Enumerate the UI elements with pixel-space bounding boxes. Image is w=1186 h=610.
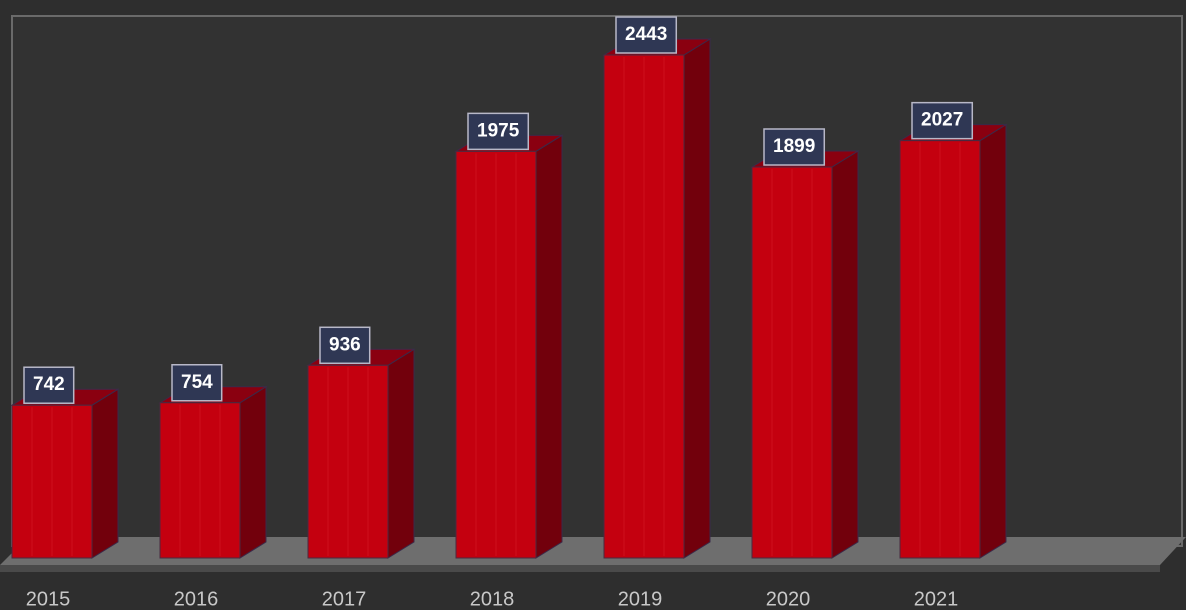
- bar-side: [979, 123, 1007, 559]
- value-label: 754: [181, 372, 213, 393]
- bar-side: [239, 385, 267, 559]
- value-label: 742: [33, 374, 65, 395]
- value-label-box: [763, 128, 826, 166]
- bar-side: [831, 150, 859, 559]
- value-label: 936: [329, 334, 361, 355]
- value-label-box: [911, 101, 974, 140]
- value-label: 1975: [477, 120, 520, 141]
- floor: [0, 537, 1186, 565]
- value-label-box: [171, 364, 223, 402]
- bar-side: [683, 38, 711, 559]
- bar-side: [387, 348, 415, 559]
- x-tick-label: 2020: [766, 588, 811, 610]
- value-label: 2443: [625, 24, 667, 45]
- x-tick-label: 2016: [174, 588, 219, 610]
- x-tick-label: 2018: [470, 588, 515, 610]
- value-label-box: [23, 366, 75, 404]
- floor-edge: [0, 565, 1160, 572]
- bar-side: [535, 134, 563, 559]
- value-label-box: [467, 112, 530, 151]
- x-tick-label: 2019: [618, 588, 663, 610]
- x-tick-label: 2017: [322, 588, 367, 610]
- value-label: 2027: [921, 110, 963, 131]
- value-label: 1899: [773, 136, 815, 157]
- x-tick-label: 2021: [914, 588, 959, 610]
- x-tick-label: 2015: [26, 588, 71, 610]
- value-label-box: [319, 326, 371, 365]
- bar-side: [91, 388, 119, 559]
- value-label-box: [615, 16, 678, 54]
